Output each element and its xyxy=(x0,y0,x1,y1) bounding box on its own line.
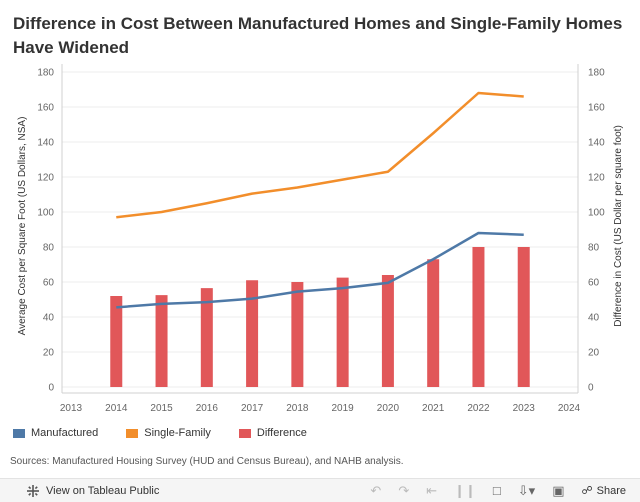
y-tick-label-left: 20 xyxy=(43,348,55,359)
y-tick-label-right: 160 xyxy=(588,103,605,114)
difference-bar xyxy=(336,277,349,387)
x-tick-label: 2020 xyxy=(377,403,400,414)
comment-icon[interactable]: □ xyxy=(492,483,501,498)
line-single-family xyxy=(116,91,524,219)
x-tick-label: 2022 xyxy=(467,403,490,414)
gridlines xyxy=(62,71,578,388)
undo-icon[interactable]: ↶ xyxy=(370,482,382,498)
share-button[interactable]: ☍ Share xyxy=(581,484,627,498)
difference-bar xyxy=(155,295,168,387)
x-tick-label: 2013 xyxy=(60,403,83,414)
view-on-tableau-link[interactable]: View on Tableau Public xyxy=(26,484,159,498)
y-tick-label-right: 40 xyxy=(588,313,600,324)
y-tick-label-right: 80 xyxy=(588,243,600,254)
y-axis-label-right: Difference in Cost (US Dollar per square… xyxy=(613,125,624,327)
legend-item-manufactured[interactable]: Manufactured xyxy=(13,427,98,439)
difference-bar xyxy=(472,247,485,387)
difference-bar xyxy=(200,288,213,387)
right-axis-ticks: 0 20 40 60 80 100 120 140 160 180 xyxy=(588,68,605,394)
y-tick-label-left: 0 xyxy=(48,383,54,394)
y-tick-label-left: 40 xyxy=(43,313,55,324)
view-on-tableau-label: View on Tableau Public xyxy=(46,484,160,497)
x-tick-label: 2018 xyxy=(286,403,309,414)
x-tick-label: 2017 xyxy=(241,403,264,414)
legend: Manufactured Single-Family Difference xyxy=(13,427,307,439)
footer-toolbar: ↶ ↷ ⇤ ❙❙ □ ⇩▾ ▣ ☍ Share xyxy=(370,483,626,499)
y-tick-label-right: 140 xyxy=(588,138,605,149)
y-tick-label-left: 180 xyxy=(37,68,54,79)
difference-bar xyxy=(246,280,259,387)
legend-swatch-difference xyxy=(238,428,251,438)
x-tick-label: 2014 xyxy=(105,403,128,414)
left-axis-ticks: 0 20 40 60 80 100 120 140 160 180 xyxy=(37,68,54,394)
y-tick-label-left: 160 xyxy=(37,103,54,114)
x-tick-label: 2023 xyxy=(513,403,536,414)
y-tick-label-left: 80 xyxy=(43,243,55,254)
tableau-logo-icon xyxy=(27,484,39,497)
legend-label-difference: Difference xyxy=(256,427,307,439)
legend-swatch-single-family xyxy=(126,428,139,438)
x-tick-label: 2019 xyxy=(332,403,355,414)
difference-bars xyxy=(110,247,530,387)
y-tick-label-left: 140 xyxy=(37,138,54,149)
line-manufactured xyxy=(116,231,524,309)
legend-label-manufactured: Manufactured xyxy=(31,427,99,439)
revert-icon[interactable]: ⇤ xyxy=(426,482,438,498)
share-icon: ☍ xyxy=(581,485,593,497)
chart-title: Difference in Cost Between Manufactured … xyxy=(13,14,623,57)
difference-bar xyxy=(517,247,530,387)
y-tick-label-left: 60 xyxy=(43,278,55,289)
difference-bar xyxy=(291,282,304,387)
y-tick-label-right: 60 xyxy=(588,278,600,289)
y-tick-label-right: 120 xyxy=(588,173,605,184)
legend-item-single-family[interactable]: Single-Family xyxy=(126,427,211,439)
legend-item-difference[interactable]: Difference xyxy=(238,427,307,439)
fullscreen-icon[interactable]: ▣ xyxy=(552,482,565,498)
x-tick-label: 2024 xyxy=(558,403,581,414)
x-tick-label: 2015 xyxy=(150,403,173,414)
difference-bar xyxy=(427,259,440,387)
x-axis-ticks: 2013 2014 2015 2016 2017 2018 2019 2020 2021 2022… xyxy=(60,403,581,414)
y-tick-label-left: 100 xyxy=(37,208,54,219)
pause-icon[interactable]: ❙❙ xyxy=(454,482,476,498)
difference-bar xyxy=(110,296,123,387)
y-tick-label-right: 100 xyxy=(588,208,605,219)
x-tick-label: 2021 xyxy=(422,403,445,414)
source-note: Sources: Manufactured Housing Survey (HU… xyxy=(10,456,404,467)
tableau-footer: View on Tableau Public ↶ ↷ ⇤ ❙❙ □ ⇩▾ ▣ ☍… xyxy=(0,478,640,502)
legend-label-single-family: Single-Family xyxy=(144,427,211,439)
combo-chart: 0 20 40 60 80 100 120 140 160 180 0 20 40 60 80 100 120… xyxy=(17,64,624,414)
y-tick-label-right: 180 xyxy=(588,68,605,79)
y-tick-label-left: 120 xyxy=(37,173,54,184)
y-axis-label-left: Average Cost per Square Foot (US Dollars… xyxy=(17,117,28,336)
difference-bar xyxy=(381,275,394,387)
download-icon[interactable]: ⇩▾ xyxy=(517,482,536,498)
series-lines xyxy=(116,91,524,309)
share-label: Share xyxy=(596,484,626,497)
redo-icon[interactable]: ↷ xyxy=(398,482,410,498)
y-tick-label-right: 0 xyxy=(588,383,594,394)
x-tick-label: 2016 xyxy=(196,403,219,414)
y-tick-label-right: 20 xyxy=(588,348,600,359)
legend-swatch-manufactured xyxy=(13,428,25,438)
axes xyxy=(61,64,579,394)
